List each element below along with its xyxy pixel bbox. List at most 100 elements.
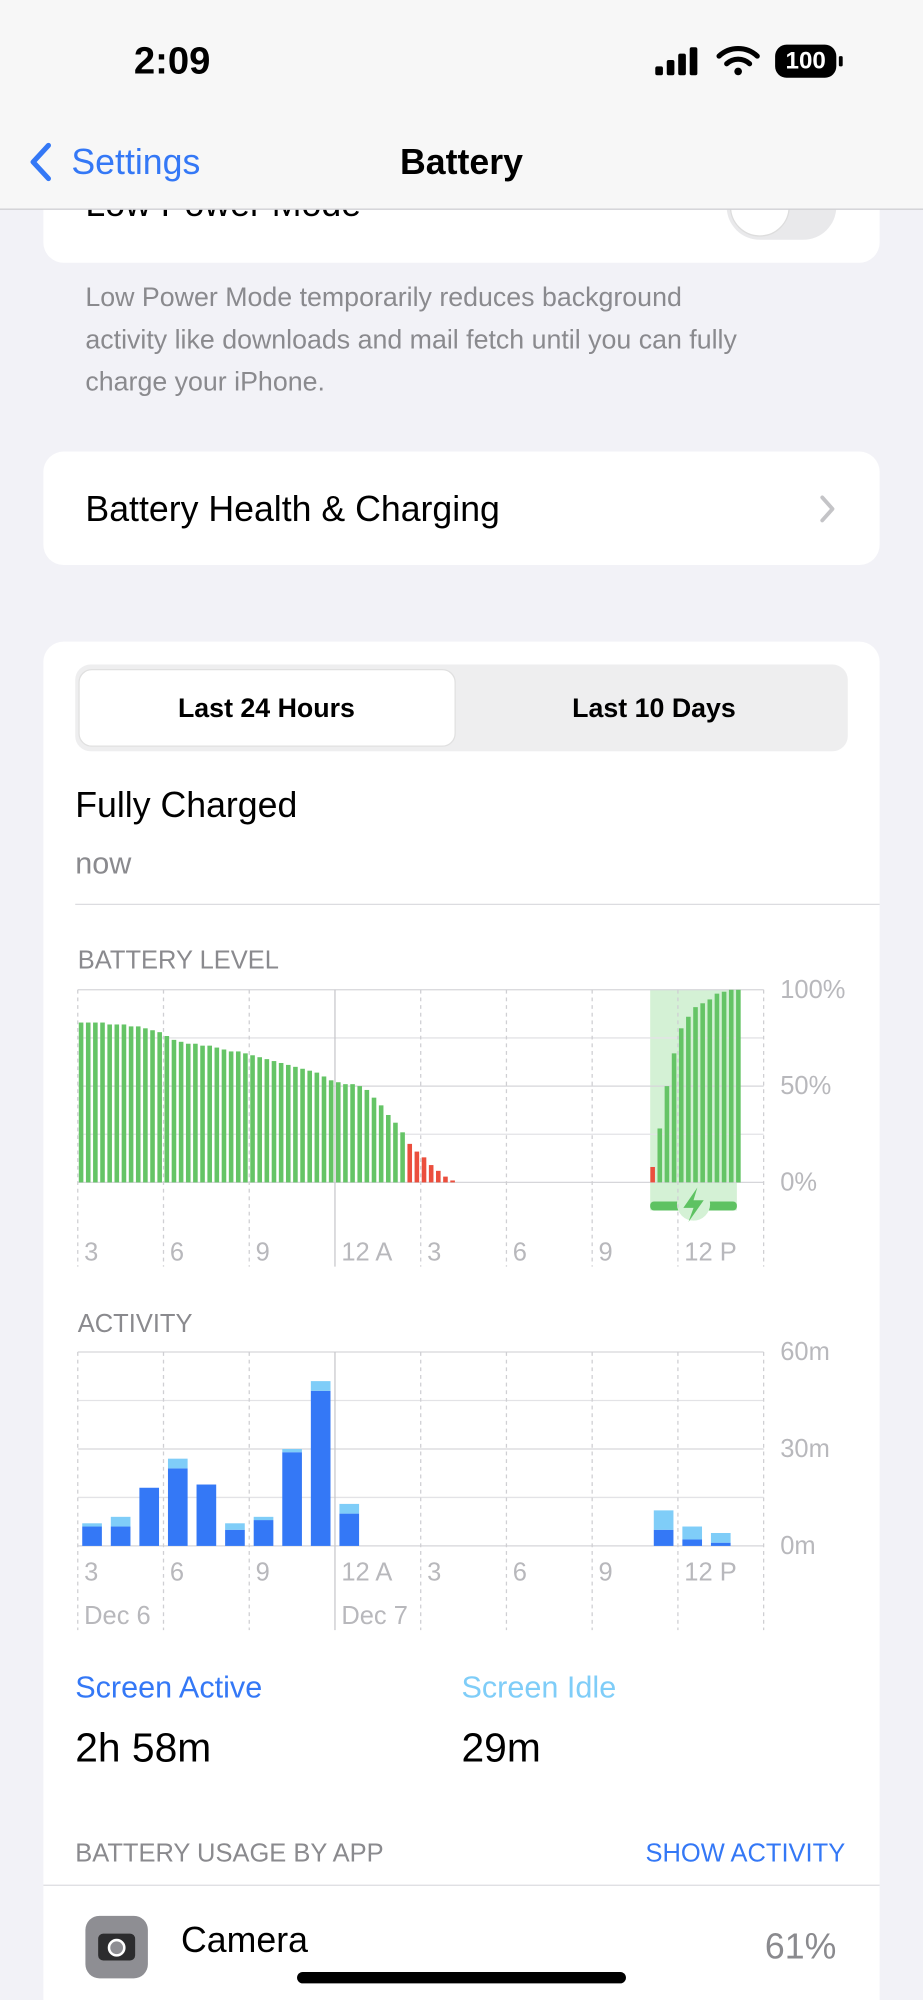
- battery-chart: 0% 50% 100% 3 6 9 12 A 3 6 9 12 P: [77, 976, 845, 1267]
- battery-bar: [728, 989, 734, 1183]
- activity-bar: [167, 1458, 188, 1469]
- battery-bar: [714, 993, 720, 1183]
- health-row[interactable]: [43, 451, 880, 566]
- battery-bar: [357, 1086, 363, 1183]
- battery-bar: [200, 1045, 205, 1183]
- activity-bar: [139, 1487, 160, 1546]
- battery-bar: [650, 1166, 655, 1183]
- battery-bar: [135, 1026, 141, 1183]
- battery-bar: [386, 1114, 391, 1183]
- battery-bar: [736, 989, 741, 1183]
- usage-card: [43, 641, 880, 2000]
- y-tick-label: 50%: [780, 1072, 831, 1100]
- x-tick-label: 12 P: [684, 1239, 736, 1267]
- activity-bar: [282, 1452, 302, 1546]
- battery-bar: [364, 1089, 370, 1183]
- show-activity[interactable]: SHOW ACTIVITY: [646, 1839, 846, 1867]
- legend-label: Screen Idle: [462, 1670, 617, 1704]
- battery-bar: [235, 1051, 241, 1183]
- battery-bar: [150, 1030, 155, 1183]
- battery-bar: [307, 1070, 313, 1183]
- battery-bar: [721, 991, 727, 1183]
- bolt-icon: [683, 1187, 704, 1222]
- chevron: [820, 495, 835, 523]
- battery-bar: [436, 1170, 441, 1183]
- battery-bar: [228, 1051, 234, 1183]
- y-tick-label: 100%: [780, 976, 845, 1004]
- battery-bar: [371, 1097, 377, 1183]
- battery-bar: [164, 1036, 170, 1183]
- y-tick-label: 0%: [780, 1168, 817, 1196]
- battery-bar: [185, 1043, 191, 1183]
- activity-bar: [710, 1532, 731, 1543]
- battery-bar: [300, 1068, 305, 1183]
- battery-bar: [114, 1024, 120, 1183]
- activity-bar: [225, 1523, 245, 1530]
- battery-bar: [657, 1128, 663, 1183]
- activity-bar: [310, 1390, 331, 1546]
- charge-title: Fully Charged: [75, 785, 297, 825]
- x-tick-label: 9: [599, 1559, 613, 1587]
- x-tick-label: 3: [427, 1559, 441, 1587]
- activity-bar: [196, 1484, 217, 1546]
- battery-bar: [243, 1053, 248, 1183]
- x-tick-label: 12 P: [684, 1559, 736, 1587]
- x-tick-label: 3: [427, 1239, 441, 1267]
- activity-bar: [225, 1529, 245, 1546]
- battery-bar: [107, 1024, 112, 1183]
- x-tick-label: 3: [84, 1559, 98, 1587]
- battery-bar: [378, 1105, 384, 1183]
- battery-bar: [407, 1143, 413, 1183]
- activity-chart: 0m 30m 60m 3 6 9 12 A 3 6 9 12 P Dec 6 Dec 7: [77, 1338, 830, 1631]
- activity-bar: [339, 1503, 360, 1514]
- footer-line: Low Power Mode temporarily reduces backg…: [85, 282, 681, 312]
- battery-bar: [250, 1055, 255, 1183]
- activity-bar: [82, 1523, 102, 1527]
- chart-title: BATTERY LEVEL: [78, 946, 279, 974]
- footer-line: charge your iPhone.: [85, 366, 325, 396]
- activity-bar: [682, 1526, 703, 1540]
- activity-bar: [653, 1529, 674, 1546]
- activity-bar: [682, 1539, 703, 1546]
- battery-bar: [707, 999, 713, 1183]
- segment-selected[interactable]: [78, 669, 456, 747]
- activity-bar: [339, 1513, 360, 1546]
- y-tick-label: 60m: [780, 1338, 830, 1366]
- y-tick-label: 30m: [780, 1435, 830, 1463]
- app-percent: 61%: [765, 1926, 836, 1966]
- battery-bar: [400, 1132, 405, 1183]
- battery-bar: [93, 1022, 98, 1183]
- footer-line: activity like downloads and mail fetch u…: [85, 324, 737, 354]
- activity-bar: [310, 1381, 331, 1391]
- battery-bar: [700, 1003, 705, 1183]
- x-tick-label: 6: [513, 1239, 527, 1267]
- app-name[interactable]: Camera: [181, 1920, 308, 1960]
- x-tick-label: 3: [84, 1239, 98, 1267]
- camera-lens: [107, 1938, 126, 1957]
- x-tick-label: 9: [256, 1239, 270, 1267]
- battery-bar: [143, 1028, 148, 1183]
- battery-bar: [678, 1028, 684, 1183]
- battery-bar: [278, 1062, 284, 1183]
- back-chevron[interactable]: [30, 142, 51, 182]
- x-tick-label: 6: [513, 1559, 527, 1587]
- signal-icon: [655, 47, 698, 76]
- nav-title: Battery: [400, 142, 523, 182]
- battery-bar: [285, 1064, 291, 1183]
- activity-bar: [167, 1468, 188, 1546]
- activity-bar: [253, 1516, 274, 1521]
- battery-bar: [128, 1026, 134, 1183]
- nav-bar: [0, 0, 923, 210]
- battery-bar: [214, 1047, 220, 1183]
- battery-icon: [775, 44, 837, 78]
- battery-bar: [221, 1049, 227, 1183]
- battery-bar: [157, 1032, 162, 1183]
- activity-bar: [110, 1516, 131, 1527]
- chart-title: ACTIVITY: [78, 1310, 193, 1338]
- back-button[interactable]: Settings: [71, 142, 200, 182]
- battery-bar: [271, 1061, 277, 1183]
- legend-total: 2h 58m: [75, 1724, 211, 1770]
- activity-bar: [653, 1510, 674, 1530]
- segment-label: Last 24 Hours: [178, 693, 355, 723]
- battery-bar: [257, 1057, 262, 1183]
